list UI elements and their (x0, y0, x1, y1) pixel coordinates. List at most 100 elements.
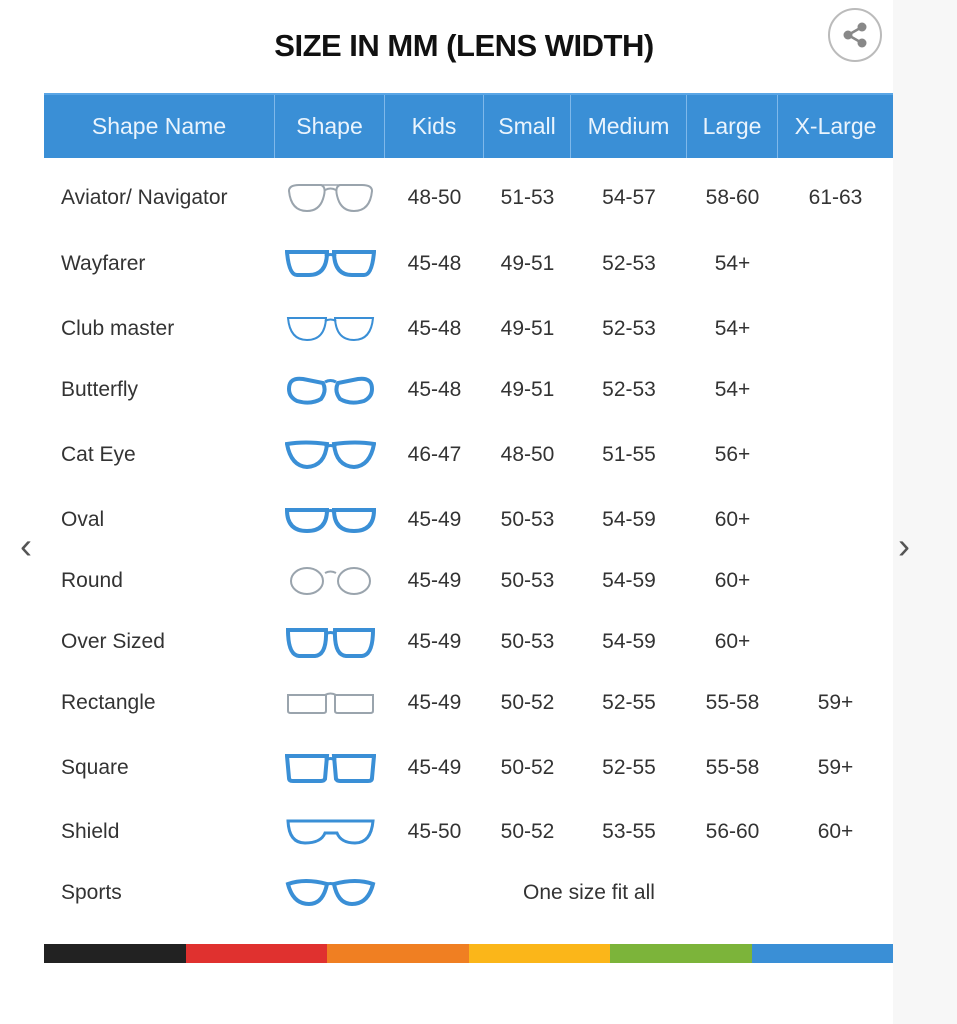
table-row: Round 45-49 50-53 54-59 60+ (44, 561, 893, 601)
shape-name: Square (61, 756, 129, 779)
size-cell: 50-52 (500, 820, 555, 843)
table-row: Rectangle 45-49 50-52 52-55 55-58 59+ (44, 683, 893, 723)
page-title: SIZE IN MM (LENS WIDTH) (274, 28, 654, 63)
header-cell: Kids (385, 95, 484, 158)
size-cell: 52-55 (602, 691, 656, 714)
glasses-butterfly-icon (275, 373, 385, 407)
glasses-cateye-icon (275, 438, 385, 472)
color-bar-segment (610, 944, 752, 963)
shape-name: Over Sized (61, 630, 165, 653)
size-cell: 45-49 (407, 630, 462, 653)
glasses-oversized-icon (275, 625, 385, 659)
header-cell: Medium (571, 95, 687, 158)
size-cell: 45-49 (407, 508, 462, 531)
size-cell: 54-59 (602, 569, 656, 592)
size-cell: 52-53 (602, 317, 656, 340)
size-cell: 50-53 (500, 569, 555, 592)
share-icon (843, 22, 867, 48)
size-cell: 50-53 (500, 508, 555, 531)
size-cell: 49-51 (500, 317, 555, 340)
glasses-square-icon (275, 751, 385, 785)
size-cell: 55-58 (705, 756, 760, 779)
size-cell: 45-49 (407, 756, 462, 779)
header-cell: Large (687, 95, 778, 158)
share-button[interactable] (828, 8, 882, 62)
glasses-wayfarer-icon (275, 247, 385, 281)
size-cell: 54+ (714, 317, 751, 340)
page-edge (893, 0, 957, 1024)
header-cell: Small (484, 95, 571, 158)
size-cell: 50-53 (500, 630, 555, 653)
size-cell: 52-55 (602, 756, 656, 779)
table-row: Shield 45-50 50-52 53-55 56-60 60+ (44, 812, 893, 852)
shape-name: Wayfarer (61, 252, 146, 275)
size-cell: 56+ (714, 443, 751, 466)
header-cell: Shape Name (44, 95, 275, 158)
table-row: Aviator/ Navigator 48-50 51-53 54-57 58-60 6… (44, 178, 893, 218)
glasses-round-icon (275, 564, 385, 598)
table-row: Club master 45-48 49-51 52-53 54+ (44, 309, 893, 349)
glasses-aviator-icon (275, 181, 385, 215)
table-row: Square 45-49 50-52 52-55 55-58 59+ (44, 748, 893, 788)
header-cell: X-Large (794, 113, 877, 139)
size-table: Shape Name Shape Kids Small Medium Large… (44, 93, 893, 907)
size-cell: 52-53 (602, 378, 656, 401)
size-note: One size fit all (523, 881, 655, 904)
size-cell: 59+ (817, 691, 854, 714)
size-cell: 60+ (714, 508, 751, 531)
size-cell: 60+ (817, 820, 854, 843)
table-row: Over Sized 45-49 50-53 54-59 60+ (44, 622, 893, 662)
size-cell: 50-52 (500, 691, 555, 714)
size-cell: 54+ (714, 252, 751, 275)
size-cell: 45-48 (407, 378, 462, 401)
color-bar-segment (185, 944, 327, 963)
size-cell: 48-50 (407, 186, 462, 209)
size-cell: 45-50 (407, 820, 462, 843)
color-bar (44, 944, 893, 963)
size-cell: 49-51 (500, 378, 555, 401)
shape-name: Rectangle (61, 691, 156, 714)
chevron-right-icon[interactable]: › (898, 525, 910, 566)
table-row: Oval 45-49 50-53 54-59 60+ (44, 500, 893, 540)
size-cell: 45-48 (407, 317, 462, 340)
shape-name: Cat Eye (61, 443, 136, 466)
size-cell: 59+ (817, 756, 854, 779)
size-cell: 58-60 (705, 186, 760, 209)
size-cell: 54-59 (602, 630, 656, 653)
glasses-rectangle-icon (275, 686, 385, 720)
table-row: Butterfly 45-48 49-51 52-53 54+ (44, 370, 893, 410)
shape-name: Oval (61, 508, 105, 531)
size-cell: 45-49 (407, 691, 462, 714)
shape-name: Round (61, 569, 123, 592)
shape-name: Aviator/ Navigator (61, 186, 228, 209)
size-cell: 45-49 (407, 569, 462, 592)
shape-name: Club master (61, 317, 175, 340)
color-bar-segment (44, 944, 186, 963)
size-cell: 55-58 (705, 691, 760, 714)
shape-name: Sports (61, 881, 122, 904)
glasses-clubmaster-icon (275, 312, 385, 346)
size-cell: 53-55 (602, 820, 656, 843)
size-cell: 56-60 (705, 820, 760, 843)
glasses-oval-icon (275, 503, 385, 537)
header-cell: Shape (275, 95, 385, 158)
glasses-sports-icon (275, 876, 385, 910)
size-cell: 54+ (714, 378, 751, 401)
size-cell: 54-57 (602, 186, 656, 209)
size-cell: 50-52 (500, 756, 555, 779)
size-cell: 60+ (714, 630, 751, 653)
size-cell: 60+ (714, 569, 751, 592)
size-cell: 49-51 (500, 252, 555, 275)
size-cell: 51-55 (602, 443, 656, 466)
size-cell: 51-53 (500, 186, 555, 209)
size-cell: 45-48 (407, 252, 462, 275)
shape-name: Shield (61, 820, 120, 843)
color-bar-segment (751, 944, 893, 963)
glasses-shield-icon (275, 815, 385, 849)
size-cell: 52-53 (602, 252, 656, 275)
size-cell: 54-59 (602, 508, 656, 531)
table-row: Sports One size fit all (44, 873, 893, 913)
chevron-left-icon[interactable]: ‹ (20, 525, 32, 566)
color-bar-segment (468, 944, 610, 963)
color-bar-segment (327, 944, 469, 963)
